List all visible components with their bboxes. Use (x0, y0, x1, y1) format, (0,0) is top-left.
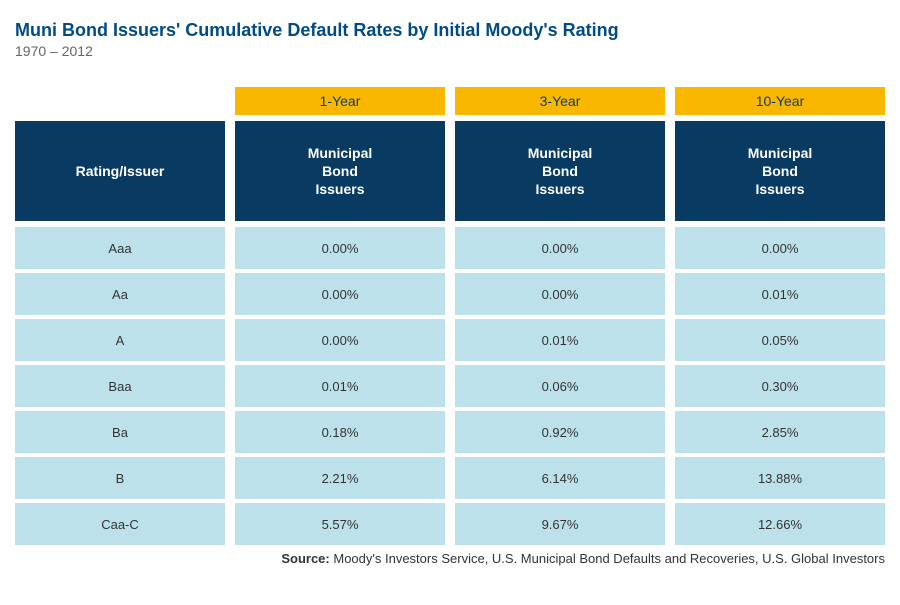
rating-cell: Ba (15, 411, 225, 453)
column-spacer (15, 87, 225, 115)
data-header-label: MunicipalBondIssuers (308, 144, 373, 199)
data-cell: 0.00% (455, 227, 665, 269)
data-cell: 0.01% (235, 365, 445, 407)
rating-cell: Baa (15, 365, 225, 407)
data-cell: 0.05% (675, 319, 885, 361)
data-cell: 6.14% (455, 457, 665, 499)
data-header-3yr: MunicipalBondIssuers (455, 121, 665, 221)
source-text: Moody's Investors Service, U.S. Municipa… (333, 551, 885, 566)
source-line: Source: Moody's Investors Service, U.S. … (15, 551, 885, 566)
data-cell: 0.30% (675, 365, 885, 407)
period-header-1yr: 1-Year (235, 87, 445, 115)
rating-cell: Caa-C (15, 503, 225, 545)
source-label: Source: (281, 551, 329, 566)
page-title: Muni Bond Issuers' Cumulative Default Ra… (15, 20, 885, 41)
rating-cell: B (15, 457, 225, 499)
data-table: Rating/Issuer Aaa Aa A Baa Ba B Caa-C 1-… (15, 87, 885, 545)
data-header-10yr: MunicipalBondIssuers (675, 121, 885, 221)
data-cell: 0.18% (235, 411, 445, 453)
three-year-column: 3-Year MunicipalBondIssuers 0.00% 0.00% … (455, 87, 665, 545)
rating-column: Rating/Issuer Aaa Aa A Baa Ba B Caa-C (15, 87, 225, 545)
data-cell: 9.67% (455, 503, 665, 545)
rating-cell: Aaa (15, 227, 225, 269)
data-cell: 0.06% (455, 365, 665, 407)
period-header-10yr: 10-Year (675, 87, 885, 115)
data-cell: 0.92% (455, 411, 665, 453)
one-year-cells: 0.00% 0.00% 0.00% 0.01% 0.18% 2.21% 5.57… (235, 227, 445, 545)
data-header-1yr: MunicipalBondIssuers (235, 121, 445, 221)
rating-cell: A (15, 319, 225, 361)
data-cell: 0.00% (235, 227, 445, 269)
data-cell: 0.00% (675, 227, 885, 269)
data-cell: 0.01% (675, 273, 885, 315)
one-year-column: 1-Year MunicipalBondIssuers 0.00% 0.00% … (235, 87, 445, 545)
data-cell: 0.00% (455, 273, 665, 315)
data-cell: 12.66% (675, 503, 885, 545)
data-header-label: MunicipalBondIssuers (528, 144, 593, 199)
ten-year-column: 10-Year MunicipalBondIssuers 0.00% 0.01%… (675, 87, 885, 545)
three-year-cells: 0.00% 0.00% 0.01% 0.06% 0.92% 6.14% 9.67… (455, 227, 665, 545)
data-cell: 0.01% (455, 319, 665, 361)
data-cell: 2.21% (235, 457, 445, 499)
rating-cell: Aa (15, 273, 225, 315)
period-header-3yr: 3-Year (455, 87, 665, 115)
page-subtitle: 1970 – 2012 (15, 43, 885, 59)
data-cell: 0.00% (235, 319, 445, 361)
data-cell: 0.00% (235, 273, 445, 315)
ten-year-cells: 0.00% 0.01% 0.05% 0.30% 2.85% 13.88% 12.… (675, 227, 885, 545)
data-cell: 5.57% (235, 503, 445, 545)
rating-header: Rating/Issuer (15, 121, 225, 221)
data-cell: 13.88% (675, 457, 885, 499)
data-cell: 2.85% (675, 411, 885, 453)
data-header-label: MunicipalBondIssuers (748, 144, 813, 199)
rating-cells: Aaa Aa A Baa Ba B Caa-C (15, 227, 225, 545)
